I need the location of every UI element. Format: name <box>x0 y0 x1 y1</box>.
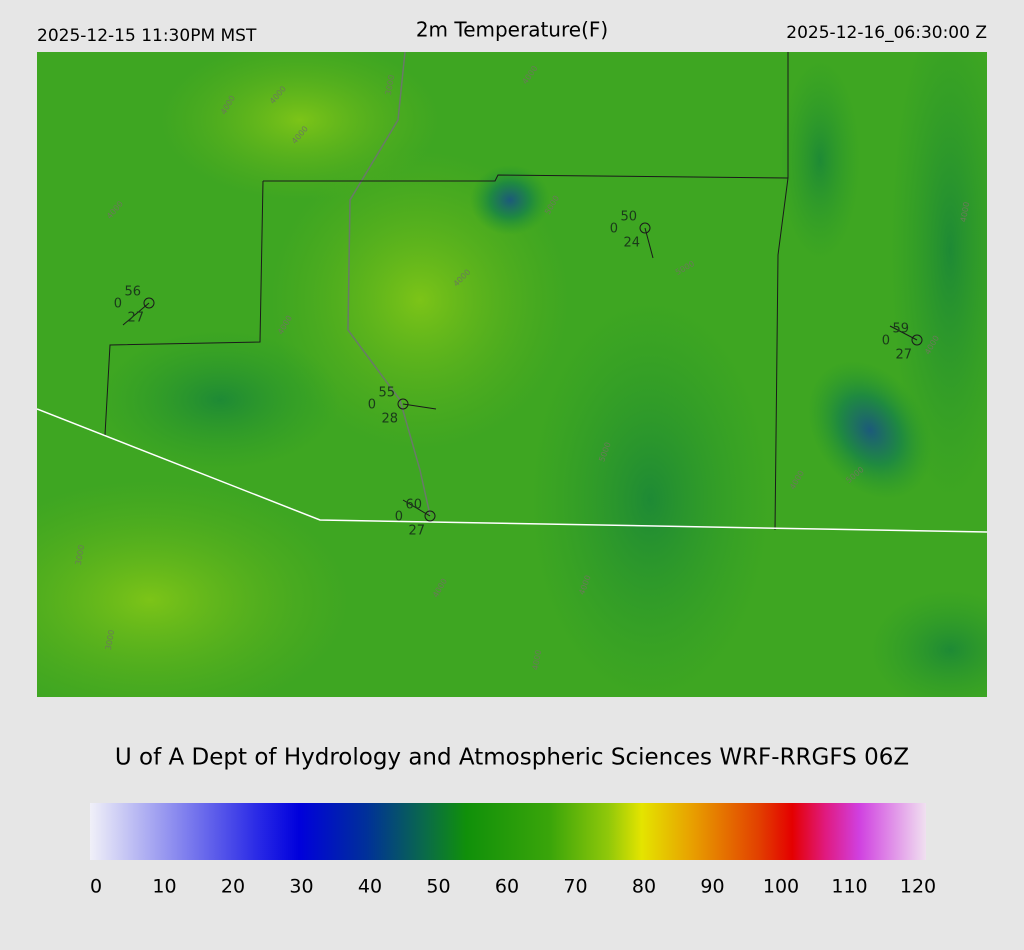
station-marker <box>424 510 436 522</box>
local-time: 2025-12-15 11:30PM MST <box>37 26 257 46</box>
footer-credit: U of A Dept of Hydrology and Atmospheric… <box>115 745 909 771</box>
colorbar-tick-label: 110 <box>831 876 867 898</box>
contour-label: 3000 <box>74 544 86 566</box>
station-temperature: 59 <box>892 322 909 337</box>
colorbar-tick-label: 40 <box>358 876 382 898</box>
state-border <box>37 408 987 533</box>
station-temperature: 55 <box>378 386 395 401</box>
contour-label: 4000 <box>531 649 543 671</box>
contour-label: 3000 <box>384 74 396 96</box>
county-border <box>104 52 789 531</box>
contour-label: 4000 <box>959 201 971 223</box>
field-shade <box>470 165 550 235</box>
station-dewpoint: 27 <box>127 311 144 326</box>
station-marker <box>397 398 409 410</box>
station-dewpoint: 27 <box>408 524 425 539</box>
colorbar-tick-label: 0 <box>90 876 102 898</box>
field-shade <box>890 52 987 500</box>
station-temperature: 60 <box>405 498 422 513</box>
colorbar-tick-label: 30 <box>289 876 313 898</box>
contour-label: 3000 <box>104 629 116 651</box>
colorbar-tick-label: 50 <box>426 876 450 898</box>
colorbar-tick-label: 100 <box>763 876 799 898</box>
station-temperature: 50 <box>620 210 637 225</box>
valid-time: 2025-12-16_06:30:00 Z <box>786 23 987 43</box>
station-dewpoint: 28 <box>381 412 398 427</box>
field-shade <box>37 480 350 697</box>
colorbar-tick-label: 90 <box>700 876 724 898</box>
colorbar-tick-label: 20 <box>221 876 245 898</box>
wind-barb <box>122 302 150 326</box>
colorbar-tick-label: 120 <box>900 876 936 898</box>
station-wind: 0 <box>368 398 376 413</box>
station-wind: 0 <box>114 297 122 312</box>
colorbar-tick-label: 80 <box>632 876 656 898</box>
river <box>347 52 431 516</box>
colorbar <box>90 803 926 860</box>
map: 4000 4000 30004000400040004000400050005000… <box>37 52 987 697</box>
colorbar-tick-label: 70 <box>563 876 587 898</box>
field-shade <box>530 300 770 697</box>
station-temperature: 56 <box>124 285 141 300</box>
station-dewpoint: 27 <box>895 348 912 363</box>
colorbar-tick-label: 10 <box>152 876 176 898</box>
field-shade <box>100 330 340 470</box>
field-shade <box>870 590 987 697</box>
station-marker <box>143 297 155 309</box>
station-wind: 0 <box>610 222 618 237</box>
wind-barb <box>402 403 437 410</box>
station-marker <box>911 334 923 346</box>
field-shade <box>780 60 860 260</box>
map-title: 2m Temperature(F) <box>416 18 608 42</box>
field-shade <box>160 52 440 200</box>
station-marker <box>639 222 651 234</box>
station-dewpoint: 24 <box>623 236 640 251</box>
station-wind: 0 <box>882 334 890 349</box>
station-wind: 0 <box>395 510 403 525</box>
colorbar-tick-label: 60 <box>495 876 519 898</box>
field-shade <box>807 360 933 500</box>
